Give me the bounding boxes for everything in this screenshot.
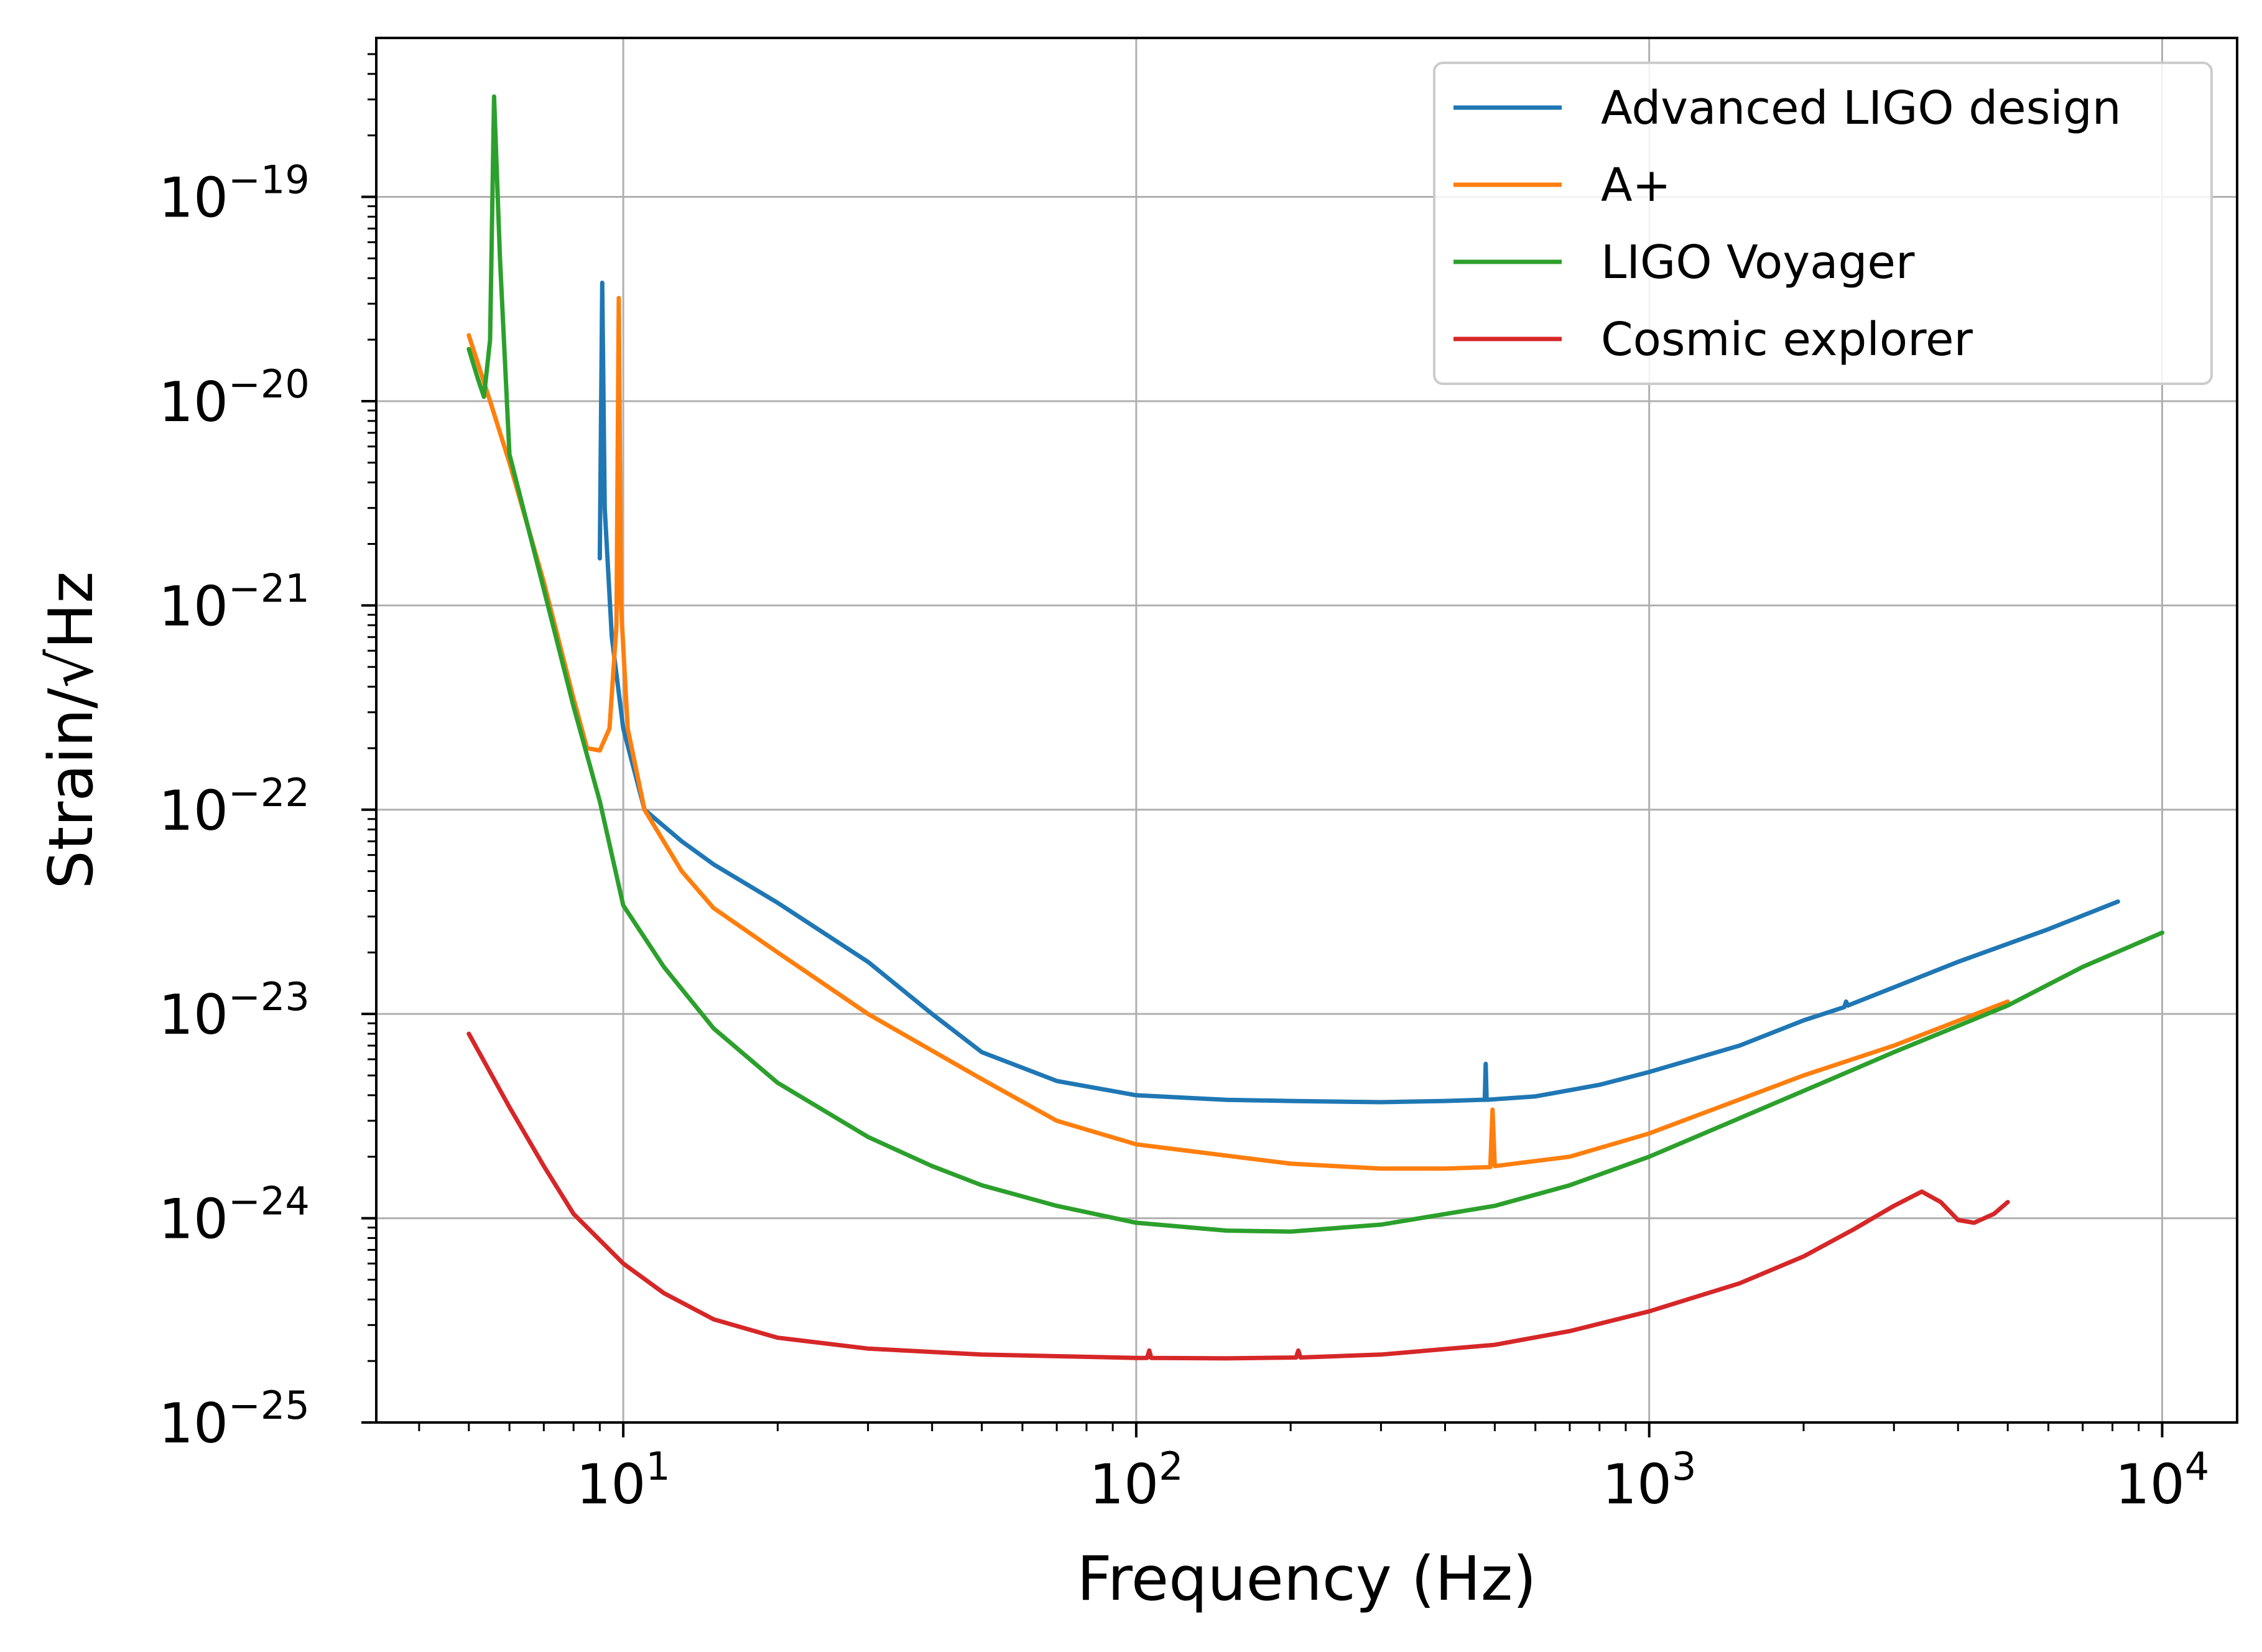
y-tick-label: 10−22: [159, 770, 310, 843]
plot-frame: [375, 37, 2238, 1424]
y-tick-label: 10−24: [159, 1179, 310, 1251]
x-tick-label: 101: [576, 1444, 670, 1516]
legend-label: Advanced LIGO design: [1601, 81, 2121, 135]
y-tick-label: 10−23: [159, 974, 310, 1047]
series-line-advanced-ligo-design: [597, 281, 2120, 1105]
y-axis-label: Strain/√Hz: [36, 572, 107, 889]
y-tick-label: 10−21: [159, 565, 310, 638]
x-tick-label: 102: [1089, 1444, 1183, 1516]
legend-label: A+: [1601, 159, 1671, 212]
tick-labels: 101 102 103 104 10−19 10−20 10−21 10−22 10−23 10−…: [159, 157, 2209, 1516]
y-tick-label: 10−25: [159, 1383, 310, 1455]
legend-label: Cosmic explorer: [1601, 313, 1973, 366]
ticks: [361, 53, 2164, 1437]
x-tick-label: 103: [1602, 1444, 1696, 1516]
legend: Advanced LIGO design A+ LIGO Voyager Cosmic…: [1433, 62, 2213, 385]
legend-label: LIGO Voyager: [1601, 236, 1915, 289]
legend-box: [1433, 62, 2213, 385]
series-line-ligo-voyager: [466, 94, 2164, 1234]
y-tick-label: 10−19: [159, 157, 310, 230]
series-line-cosmic-explorer: [466, 1031, 2010, 1361]
x-tick-label: 104: [2115, 1444, 2209, 1516]
x-axis-label: Frequency (Hz): [1077, 1544, 1536, 1615]
y-tick-label: 10−20: [159, 361, 310, 434]
series-layer: [466, 94, 2164, 1361]
